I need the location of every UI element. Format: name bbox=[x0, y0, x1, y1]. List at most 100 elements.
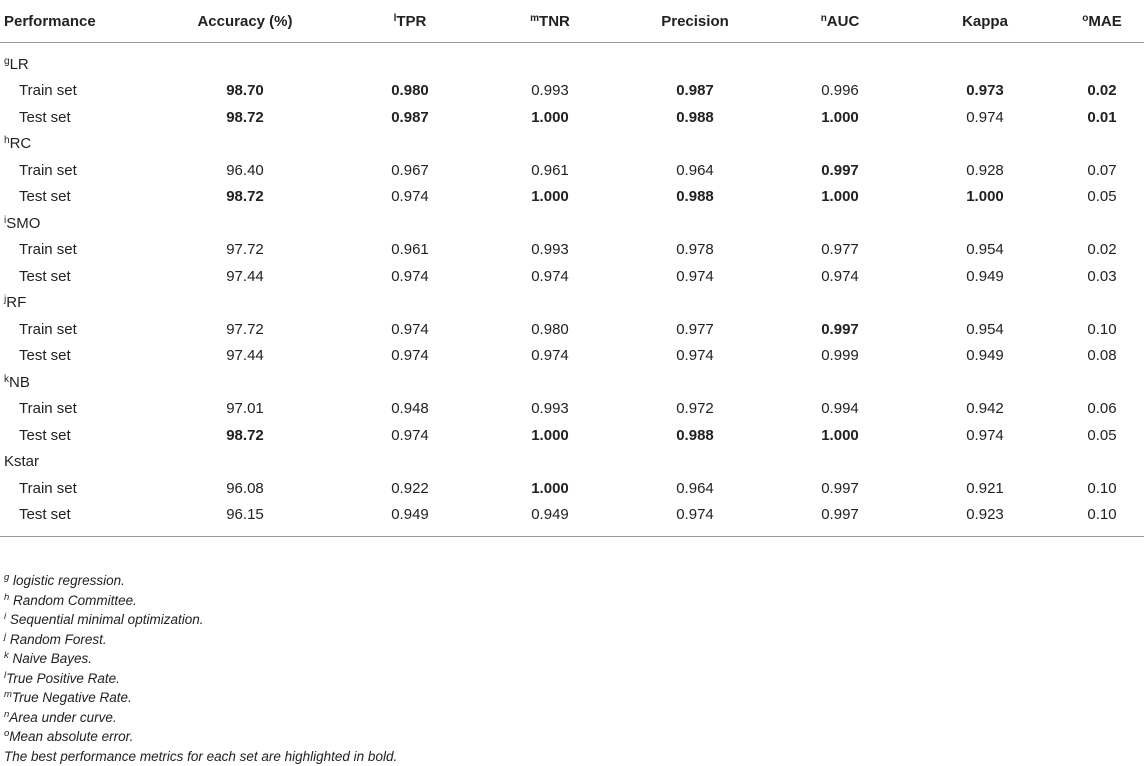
metric-value: 0.08 bbox=[1060, 343, 1144, 370]
column-header: mTNR bbox=[480, 6, 620, 43]
metric-value: 0.974 bbox=[620, 263, 770, 290]
model-name: hRC bbox=[0, 131, 1144, 158]
metric-value: 0.10 bbox=[1060, 316, 1144, 343]
metric-value: 0.928 bbox=[910, 157, 1060, 184]
footnote-text: Random Committee. bbox=[9, 593, 137, 608]
metric-value: 1.000 bbox=[910, 184, 1060, 211]
column-header: Accuracy (%) bbox=[150, 6, 340, 43]
group-row: gLR bbox=[0, 43, 1144, 78]
metric-value: 98.70 bbox=[150, 78, 340, 105]
column-header: Precision bbox=[620, 6, 770, 43]
metric-value: 0.05 bbox=[1060, 184, 1144, 211]
metric-value: 0.942 bbox=[910, 396, 1060, 423]
metric-value: 0.978 bbox=[620, 237, 770, 264]
model-label: RF bbox=[6, 294, 26, 311]
metric-value: 0.974 bbox=[340, 316, 480, 343]
metric-value: 0.921 bbox=[910, 475, 1060, 502]
header-label: Accuracy (%) bbox=[197, 13, 292, 30]
metric-value: 0.964 bbox=[620, 157, 770, 184]
metric-value: 0.977 bbox=[770, 237, 910, 264]
metric-value: 1.000 bbox=[770, 184, 910, 211]
metric-value: 1.000 bbox=[480, 184, 620, 211]
metric-value: 1.000 bbox=[480, 104, 620, 131]
metric-value: 0.961 bbox=[340, 237, 480, 264]
metric-value: 0.994 bbox=[770, 396, 910, 423]
metric-value: 0.974 bbox=[620, 343, 770, 370]
footnote: k Naive Bayes. bbox=[4, 649, 397, 669]
metric-value: 0.03 bbox=[1060, 263, 1144, 290]
metric-value: 0.987 bbox=[340, 104, 480, 131]
header-label: TPR bbox=[396, 13, 426, 30]
footnote: j Random Forest. bbox=[4, 630, 397, 650]
metric-value: 0.993 bbox=[480, 237, 620, 264]
footnote-text: Sequential minimal optimization. bbox=[6, 612, 203, 627]
header-label: Kappa bbox=[962, 13, 1008, 30]
header-label: Precision bbox=[661, 13, 729, 30]
footnote-text: The best performance metrics for each se… bbox=[4, 749, 397, 764]
header-footnote-mark: m bbox=[530, 13, 539, 24]
metric-value: 0.980 bbox=[480, 316, 620, 343]
set-label: Train set bbox=[0, 316, 150, 343]
model-name: Kstar bbox=[0, 449, 1144, 476]
model-name: gLR bbox=[0, 43, 1144, 78]
column-header: Performance bbox=[0, 6, 150, 43]
metric-value: 98.72 bbox=[150, 104, 340, 131]
metric-value: 0.993 bbox=[480, 78, 620, 105]
metric-value: 0.974 bbox=[340, 343, 480, 370]
footnote-text: Random Forest. bbox=[6, 632, 107, 647]
metric-value: 0.974 bbox=[480, 263, 620, 290]
metric-value: 0.949 bbox=[910, 263, 1060, 290]
set-label: Test set bbox=[0, 263, 150, 290]
footnote: lTrue Positive Rate. bbox=[4, 669, 397, 689]
header-label: MAE bbox=[1088, 13, 1121, 30]
metric-value: 0.949 bbox=[910, 343, 1060, 370]
metric-value: 0.974 bbox=[480, 343, 620, 370]
column-header: lTPR bbox=[340, 6, 480, 43]
metric-value: 0.997 bbox=[770, 316, 910, 343]
group-row: hRC bbox=[0, 131, 1144, 158]
group-row: kNB bbox=[0, 369, 1144, 396]
metric-value: 97.44 bbox=[150, 263, 340, 290]
metric-value: 0.987 bbox=[620, 78, 770, 105]
model-label: LR bbox=[10, 56, 29, 73]
metric-value: 0.974 bbox=[910, 422, 1060, 449]
column-header: Kappa bbox=[910, 6, 1060, 43]
set-label: Train set bbox=[0, 78, 150, 105]
set-label: Train set bbox=[0, 396, 150, 423]
footnote-text: True Positive Rate. bbox=[6, 671, 120, 686]
metric-value: 0.996 bbox=[770, 78, 910, 105]
footnote: h Random Committee. bbox=[4, 591, 397, 611]
metric-value: 98.72 bbox=[150, 184, 340, 211]
metric-value: 0.01 bbox=[1060, 104, 1144, 131]
metric-value: 0.07 bbox=[1060, 157, 1144, 184]
metric-value: 0.988 bbox=[620, 104, 770, 131]
metric-value: 0.974 bbox=[620, 502, 770, 537]
metric-value: 0.997 bbox=[770, 157, 910, 184]
metric-value: 0.974 bbox=[910, 104, 1060, 131]
model-label: RC bbox=[10, 135, 32, 152]
footnote-text: Area under curve. bbox=[9, 710, 116, 725]
set-label: Test set bbox=[0, 502, 150, 537]
footnote: g logistic regression. bbox=[4, 571, 397, 591]
set-label: Test set bbox=[0, 343, 150, 370]
metric-value: 0.05 bbox=[1060, 422, 1144, 449]
set-label: Train set bbox=[0, 157, 150, 184]
metric-value: 0.988 bbox=[620, 184, 770, 211]
metric-value: 97.72 bbox=[150, 237, 340, 264]
footnote: nArea under curve. bbox=[4, 708, 397, 728]
footnote-text: Naive Bayes. bbox=[9, 651, 92, 666]
metric-value: 0.974 bbox=[340, 184, 480, 211]
metric-value: 96.40 bbox=[150, 157, 340, 184]
model-name: jRF bbox=[0, 290, 1144, 317]
metric-value: 0.06 bbox=[1060, 396, 1144, 423]
metric-value: 96.15 bbox=[150, 502, 340, 537]
